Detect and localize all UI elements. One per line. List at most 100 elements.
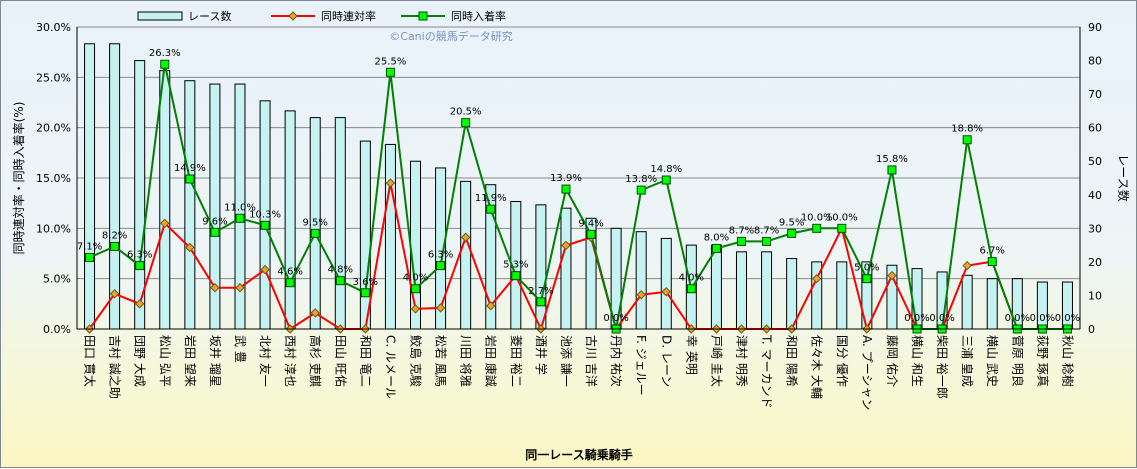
point-marker [385, 178, 396, 188]
x-tick-label: 団野 大成 [133, 335, 147, 387]
bar [560, 207, 572, 330]
x-tick-label: T. マーカンド [760, 334, 774, 409]
data-label: 25.5% [375, 56, 407, 67]
data-labels: 7.1%8.2%6.3%26.3%14.9%9.6%11.0%10.3%4.6%… [77, 48, 1080, 324]
data-label: 5.3% [503, 260, 528, 271]
data-label: 8.7% [754, 225, 779, 236]
data-label: 20.5% [450, 107, 482, 118]
point-marker [561, 184, 571, 194]
x-tick-label: 藤岡 佑介 [885, 335, 899, 387]
point-marker [837, 223, 847, 233]
bar [284, 110, 296, 330]
y-right-tick-label: 0 [1088, 323, 1095, 336]
data-label: 26.3% [149, 48, 181, 59]
data-label: 15.8% [876, 154, 908, 165]
data-label: 10.3% [249, 209, 281, 220]
series-line [88, 182, 1068, 332]
data-label: 4.8% [328, 265, 353, 276]
data-label: 2.7% [528, 286, 553, 297]
point-marker [385, 67, 395, 77]
y-right-tick-label: 30 [1088, 222, 1102, 235]
point-marker [536, 297, 546, 307]
y-right-tick-label: 10 [1088, 289, 1102, 302]
y-axis-left-title: 同時連対率・同時入着率(%) [11, 102, 26, 255]
data-label: 0.0% [1055, 313, 1080, 324]
point-marker [134, 299, 145, 309]
point-marker [887, 270, 897, 281]
point-marker [160, 59, 170, 69]
bar-series [84, 43, 1073, 330]
data-label: 10.0% [801, 212, 833, 223]
x-tick-label: 田山 旺佑 [333, 335, 347, 387]
point-marker [862, 274, 872, 284]
x-tick-label: 松山 弘平 [158, 335, 172, 387]
legend-label: レース数 [188, 10, 231, 23]
point-marker [762, 236, 772, 246]
data-label: 9.4% [578, 218, 603, 229]
point-marker [661, 287, 671, 297]
point-marker [185, 242, 195, 253]
point-marker [686, 284, 696, 294]
point-marker [486, 301, 496, 311]
bar [384, 143, 396, 330]
point-marker [85, 253, 95, 263]
point-marker [160, 218, 170, 229]
x-tick-label: 坂井 瑠星 [208, 335, 222, 387]
point-marker [210, 227, 220, 237]
data-label: 9.5% [303, 217, 328, 228]
y-left-tick-label: 20.0% [36, 122, 71, 135]
data-label: 7.1% [77, 242, 102, 253]
x-tick-label: 柴田 裕一郎 [935, 335, 950, 399]
bar [359, 140, 371, 330]
bar [410, 160, 422, 330]
x-tick-label: 横山 武史 [985, 335, 999, 387]
y-right-tick-label: 90 [1088, 21, 1102, 34]
bar [334, 117, 346, 330]
x-tick-label: 和田 陽希 [785, 335, 800, 387]
point-marker [962, 260, 972, 271]
bar [134, 60, 146, 330]
point-marker [787, 228, 797, 238]
data-label: 14.9% [174, 163, 206, 174]
x-axis-title: 同一レース騎乗騎手 [525, 447, 632, 462]
y-right-tick-label: 40 [1088, 189, 1102, 202]
x-tick-label: 和田 竜二 [358, 335, 372, 387]
data-label: 13.9% [550, 173, 582, 184]
data-label: 11.0% [224, 202, 256, 213]
data-label: 0.0% [603, 313, 628, 324]
bar [961, 274, 973, 330]
data-label: 4.0% [403, 273, 428, 284]
bar [836, 261, 848, 330]
x-tick-label: 国分 優作 [835, 335, 849, 387]
point-marker [511, 271, 521, 281]
x-tick-label: 佐々木 大輔 [810, 335, 824, 399]
x-tick-label: D. レーン [659, 335, 673, 387]
y-left-tick-label: 30.0% [36, 21, 71, 34]
x-tick-label: 田口 貫太 [83, 335, 98, 387]
point-marker [310, 228, 320, 238]
data-label: 8.0% [704, 232, 729, 243]
data-label: 8.2% [102, 230, 127, 241]
y-right-tick-label: 70 [1088, 88, 1102, 101]
bar [660, 237, 672, 330]
bar [986, 278, 998, 330]
x-tick-label: 秋山 稔樹 [1060, 335, 1074, 387]
x-tick-label: 松若 風馬 [434, 335, 448, 387]
data-label: 0.0% [1030, 313, 1055, 324]
point-marker [436, 261, 446, 271]
legend-label: 同時連対率 [321, 9, 376, 23]
line-series [88, 63, 1068, 332]
data-label: 0.0% [1005, 313, 1030, 324]
point-marker [260, 264, 270, 275]
y-right-tick-label: 60 [1088, 122, 1102, 135]
point-marker [561, 240, 571, 251]
bar [84, 43, 96, 330]
y-left-tick-label: 15.0% [36, 172, 71, 185]
point-marker [586, 229, 596, 239]
legend-label: 同時入着率 [451, 9, 506, 23]
x-tick-label: 古川 吉洋 [584, 335, 599, 387]
point-marker [109, 289, 120, 299]
y-axis-right-title: レース数 [1116, 154, 1131, 201]
point-marker [235, 213, 245, 223]
